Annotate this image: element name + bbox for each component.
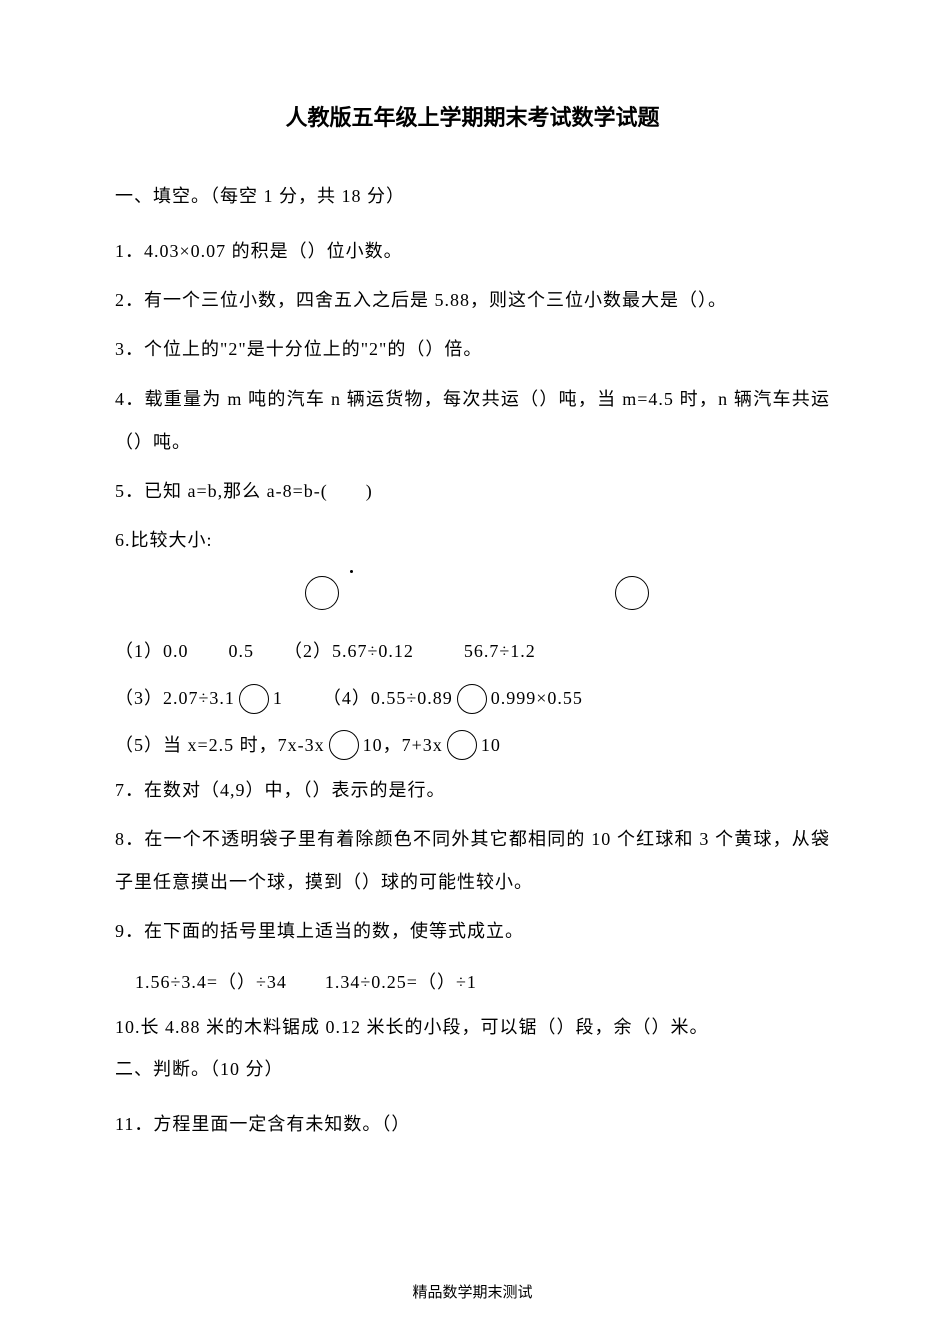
section-2-header: 二、判断。（10 分）: [115, 1055, 830, 1081]
question-6-row-1: （1）0.0 0.5 （2）5.67÷0.12 56.7÷1.2: [115, 628, 830, 675]
compare-circle-icon: [447, 730, 477, 760]
section-1-header: 一、填空。（每空 1 分，共 18 分）: [115, 182, 830, 208]
document-title: 人教版五年级上学期期末考试数学试题: [115, 100, 830, 132]
question-2: 2．有一个三位小数，四舍五入之后是 5.88，则这个三位小数最大是（）。: [115, 279, 830, 322]
page-footer: 精品数学期末测试: [0, 1281, 945, 1302]
question-9-sub: 1.56÷3.4=（）÷34 1.34÷0.25=（）÷1: [115, 959, 830, 1006]
q6-5-c: 10: [481, 722, 501, 769]
question-3: 3．个位上的"2"是十分位上的"2"的（）倍。: [115, 328, 830, 371]
q6-5-b: 10，7+3x: [363, 722, 443, 769]
compare-circle-icon: [305, 576, 339, 610]
question-7: 7．在数对（4,9）中，（）表示的是行。: [115, 769, 830, 812]
q6-5-a: （5）当 x=2.5 时，7x-3x: [115, 722, 325, 769]
question-8: 8．在一个不透明袋子里有着除颜色不同外其它都相同的 10 个红球和 3 个黄球，…: [115, 818, 830, 904]
q6-3-left: （3）2.07÷3.1: [115, 675, 235, 722]
question-11: 11．方程里面一定含有未知数。（）: [115, 1103, 830, 1146]
q6-2-left: （2）5.67÷0.12: [284, 628, 414, 675]
question-5: 5．已知 a=b,那么 a-8=b-( ): [115, 470, 830, 513]
compare-circle-icon: [329, 730, 359, 760]
q6-1-left: （1）0.0: [115, 628, 189, 675]
q6-4-right: 0.999×0.55: [491, 675, 583, 722]
compare-circle-icon: [615, 576, 649, 610]
compare-circle-icon: [457, 684, 487, 714]
compare-circle-icon: [239, 684, 269, 714]
question-6-row-2: （3）2.07÷3.1 1 （4）0.55÷0.89 0.999×0.55: [115, 675, 830, 722]
question-6-row-3: （5）当 x=2.5 时，7x-3x 10，7+3x 10: [115, 722, 830, 769]
question-9: 9．在下面的括号里填上适当的数，使等式成立。: [115, 910, 830, 953]
q6-4-left: （4）0.55÷0.89: [323, 675, 453, 722]
dot-mark: [350, 570, 353, 573]
question-10: 10.长 4.88 米的木料锯成 0.12 米长的小段，可以锯（）段，余（）米。: [115, 1006, 830, 1049]
comparison-top-circles: [115, 568, 830, 618]
question-4: 4．载重量为 m 吨的汽车 n 辆运货物，每次共运（）吨，当 m=4.5 时，n…: [115, 378, 830, 464]
q6-1-right: 0.5: [229, 628, 255, 675]
question-6: 6.比较大小:: [115, 519, 830, 562]
q6-3-right: 1: [273, 675, 283, 722]
q6-2-right: 56.7÷1.2: [464, 628, 536, 675]
question-1: 1．4.03×0.07 的积是（）位小数。: [115, 230, 830, 273]
